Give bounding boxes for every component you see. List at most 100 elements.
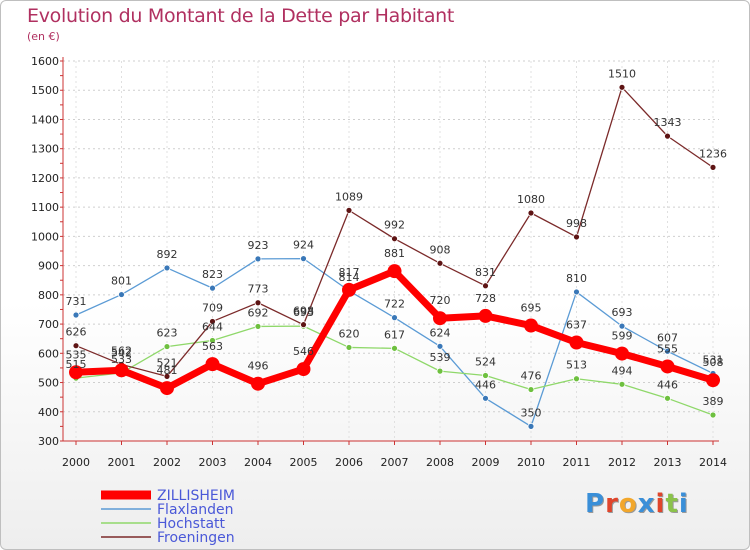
point-froeningen bbox=[391, 235, 398, 243]
point-flaxlanden bbox=[436, 342, 444, 350]
point-froeningen bbox=[709, 163, 717, 171]
data-label-hochstatt: 617 bbox=[384, 328, 405, 341]
data-label-flaxlanden: 731 bbox=[66, 295, 87, 308]
data-label-hochstatt: 446 bbox=[657, 378, 678, 391]
point-froeningen bbox=[664, 132, 671, 140]
point-flaxlanden bbox=[391, 314, 398, 322]
x-tick-label: 2008 bbox=[426, 456, 454, 469]
point-flaxlanden bbox=[664, 347, 671, 355]
point-froeningen bbox=[482, 282, 489, 290]
x-tick-label: 2007 bbox=[381, 456, 409, 469]
logo-letter: i bbox=[655, 489, 666, 519]
point-hochstatt bbox=[436, 367, 444, 375]
data-label-froeningen: 709 bbox=[202, 301, 223, 314]
x-tick-label: 2013 bbox=[654, 456, 682, 469]
data-label-zillisheim: 720 bbox=[430, 294, 451, 307]
point-flaxlanden bbox=[254, 255, 262, 263]
data-label-hochstatt: 389 bbox=[703, 395, 724, 408]
logo-letter: r bbox=[605, 489, 619, 519]
x-tick-label: 2006 bbox=[335, 456, 363, 469]
data-label-flaxlanden: 892 bbox=[157, 248, 178, 261]
data-label-zillisheim: 695 bbox=[521, 302, 542, 315]
point-zillisheim bbox=[205, 357, 220, 372]
y-tick-label: 600 bbox=[38, 347, 59, 360]
x-tick-label: 2010 bbox=[517, 456, 545, 469]
data-label-hochstatt: 692 bbox=[248, 306, 269, 319]
logo-letter: P bbox=[585, 489, 606, 519]
data-label-hochstatt: 693 bbox=[293, 306, 314, 319]
x-tick-label: 2009 bbox=[472, 456, 500, 469]
y-tick-label: 400 bbox=[38, 406, 59, 419]
point-zillisheim bbox=[114, 363, 129, 378]
data-label-flaxlanden: 531 bbox=[703, 353, 724, 366]
point-hochstatt bbox=[573, 375, 580, 383]
x-tick-label: 2011 bbox=[563, 456, 591, 469]
data-label-zillisheim: 555 bbox=[657, 342, 678, 355]
point-froeningen bbox=[573, 233, 580, 241]
logo-letter: t bbox=[665, 489, 679, 519]
legend-label: Flaxlanden bbox=[157, 502, 234, 518]
point-zillisheim bbox=[296, 362, 311, 377]
y-tick-label: 1600 bbox=[31, 55, 59, 68]
data-label-froeningen: 562 bbox=[111, 344, 132, 357]
x-tick-label: 2001 bbox=[108, 456, 136, 469]
data-label-zillisheim: 496 bbox=[248, 360, 269, 373]
data-label-hochstatt: 476 bbox=[521, 370, 542, 383]
x-tick-label: 2014 bbox=[699, 456, 727, 469]
data-label-zillisheim: 599 bbox=[612, 330, 633, 343]
x-tick-label: 2002 bbox=[153, 456, 181, 469]
data-label-zillisheim: 637 bbox=[566, 318, 587, 331]
y-tick-label: 900 bbox=[38, 260, 59, 273]
data-label-froeningen: 908 bbox=[430, 243, 451, 256]
data-label-froeningen: 1510 bbox=[608, 67, 636, 80]
data-label-froeningen: 992 bbox=[384, 219, 405, 232]
data-label-flaxlanden: 350 bbox=[521, 406, 542, 419]
point-flaxlanden bbox=[527, 422, 535, 430]
proxiti-logo: Proxiti bbox=[585, 489, 689, 519]
point-hochstatt bbox=[209, 337, 216, 344]
y-tick-label: 800 bbox=[38, 289, 59, 302]
point-zillisheim bbox=[433, 311, 447, 326]
point-zillisheim bbox=[342, 282, 356, 297]
data-label-froeningen: 521 bbox=[157, 356, 178, 369]
data-label-hochstatt: 524 bbox=[475, 356, 496, 369]
logo-letter: x bbox=[637, 489, 656, 519]
data-label-hochstatt: 620 bbox=[339, 327, 360, 340]
data-label-froeningen: 1089 bbox=[335, 190, 363, 203]
y-tick-label: 700 bbox=[38, 318, 59, 331]
chart-subtitle: (en €) bbox=[27, 30, 60, 43]
data-label-froeningen: 998 bbox=[566, 217, 587, 230]
y-tick-label: 500 bbox=[38, 377, 59, 390]
data-label-froeningen: 698 bbox=[293, 305, 314, 318]
y-tick-label: 1500 bbox=[31, 84, 59, 97]
point-flaxlanden bbox=[618, 322, 626, 330]
x-tick-label: 2012 bbox=[608, 456, 636, 469]
data-label-flaxlanden: 814 bbox=[339, 271, 360, 284]
point-zillisheim bbox=[387, 264, 402, 279]
data-label-flaxlanden: 722 bbox=[384, 298, 405, 311]
data-label-hochstatt: 539 bbox=[430, 351, 451, 364]
data-label-zillisheim: 817 bbox=[339, 266, 360, 279]
point-zillisheim bbox=[251, 376, 265, 391]
y-tick-label: 1300 bbox=[31, 143, 59, 156]
x-tick-label: 2005 bbox=[290, 456, 318, 469]
x-tick-label: 2003 bbox=[199, 456, 227, 469]
point-hochstatt bbox=[391, 344, 398, 352]
data-label-froeningen: 1080 bbox=[517, 193, 545, 206]
y-tick-label: 1200 bbox=[31, 172, 59, 185]
data-label-froeningen: 1236 bbox=[699, 147, 727, 160]
data-label-zillisheim: 728 bbox=[475, 292, 496, 305]
y-tick-label: 1400 bbox=[31, 113, 59, 126]
data-label-hochstatt: 515 bbox=[66, 358, 87, 371]
data-label-zillisheim: 881 bbox=[384, 247, 405, 260]
point-hochstatt bbox=[482, 372, 489, 379]
data-label-flaxlanden: 801 bbox=[111, 275, 132, 288]
data-label-zillisheim: 542 bbox=[111, 346, 132, 359]
point-froeningen bbox=[618, 83, 626, 91]
point-froeningen bbox=[209, 318, 216, 325]
point-flaxlanden bbox=[209, 284, 216, 292]
point-flaxlanden bbox=[300, 255, 307, 263]
x-tick-label: 2000 bbox=[62, 456, 90, 469]
x-tick-label: 2004 bbox=[244, 456, 272, 469]
